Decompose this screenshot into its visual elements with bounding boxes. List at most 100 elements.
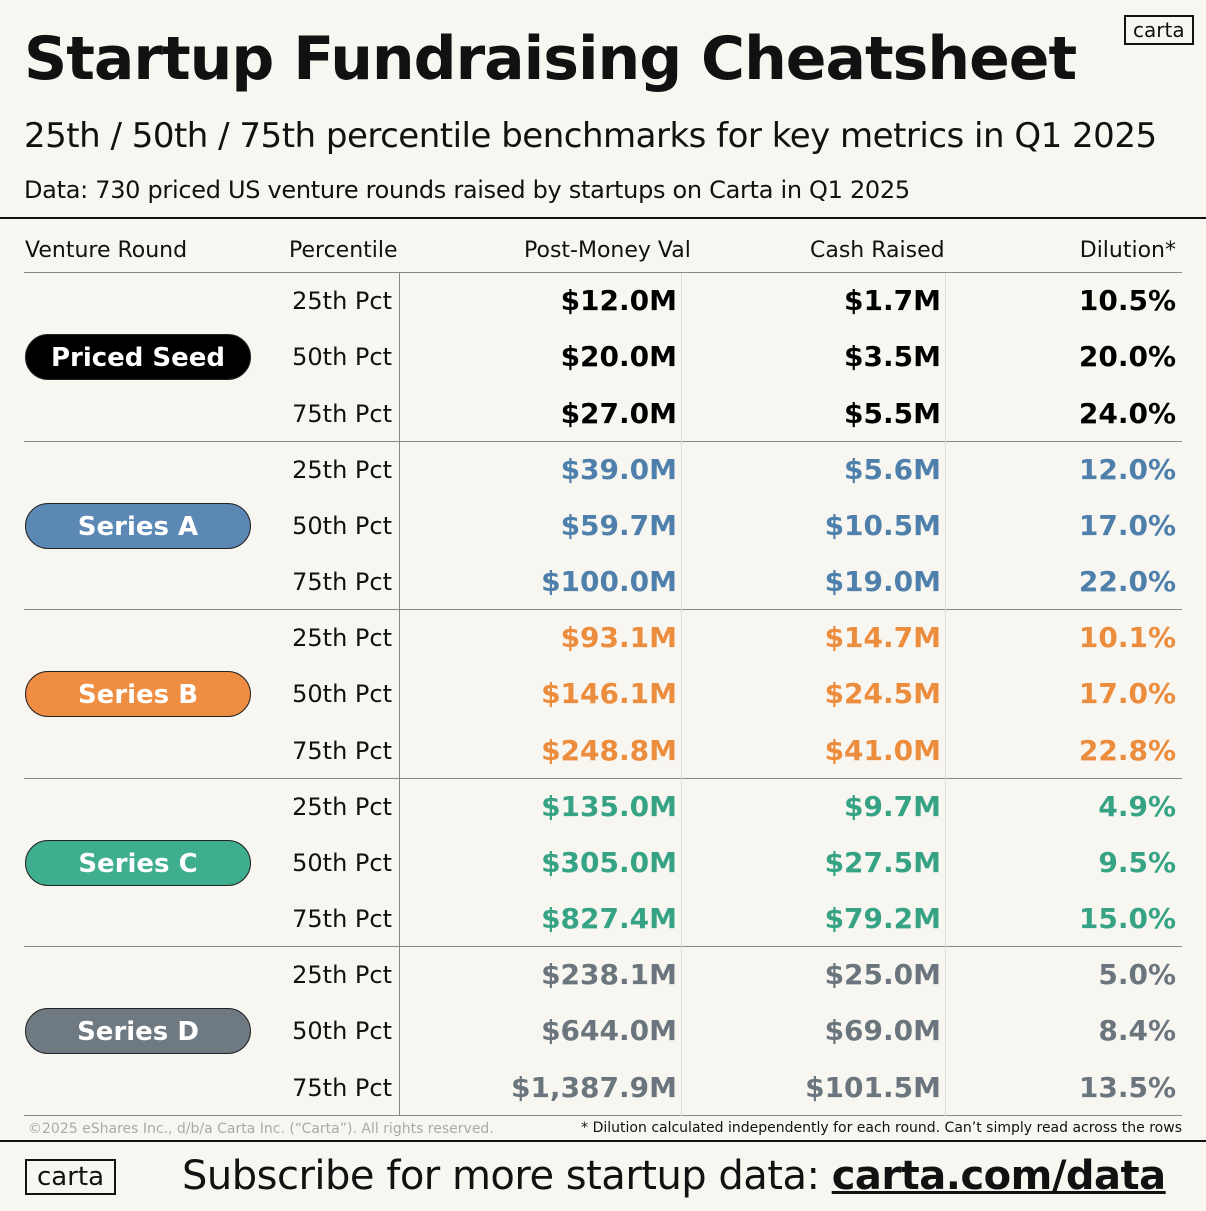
value: $69.0M [824, 1014, 941, 1048]
rule [24, 440, 1182, 442]
divider [399, 778, 400, 947]
column-header: Post-Money Val [524, 238, 691, 263]
value: 22.0% [1078, 565, 1176, 599]
value: 12.0% [1078, 452, 1176, 486]
copyright: ©2025 eShares Inc., d/b/a Carta Inc. (“C… [28, 1121, 494, 1137]
logo: carta [1124, 15, 1194, 45]
value: $644.0M [541, 1014, 677, 1048]
divider [945, 441, 946, 610]
round-pill: Series B [25, 671, 251, 718]
value: 17.0% [1078, 677, 1176, 711]
cta-text: Subscribe for more startup data: [182, 1153, 820, 1199]
value: 10.5% [1078, 284, 1176, 317]
value: $305.0M [541, 845, 677, 879]
value: 10.1% [1078, 621, 1176, 654]
percentile: 25th Pct [292, 961, 392, 989]
value: $5.5M [844, 396, 941, 430]
value: $248.8M [541, 733, 677, 767]
value: $1,387.9M [510, 1070, 677, 1104]
percentile: 75th Pct [292, 905, 392, 934]
value: $100.0M [541, 565, 677, 599]
divider [399, 441, 400, 610]
round-pill: Series A [25, 502, 251, 549]
round-pill: Series D [25, 1008, 251, 1055]
rule [24, 946, 1182, 947]
rule [24, 272, 1182, 273]
cta: Subscribe for more startup data: carta.c… [182, 1153, 1166, 1199]
rule [24, 777, 1182, 779]
value: $24.5M [824, 677, 941, 711]
rule [0, 217, 1206, 219]
percentile: 25th Pct [292, 792, 392, 821]
percentile: 75th Pct [292, 1073, 392, 1102]
divider [945, 273, 946, 442]
divider [399, 947, 400, 1116]
value: $20.0M [560, 340, 677, 374]
percentile: 25th Pct [292, 624, 392, 652]
percentile: 75th Pct [292, 736, 392, 765]
source: Data: 730 priced US venture rounds raise… [24, 176, 910, 204]
value: $9.7M [844, 789, 941, 823]
percentile: 50th Pct [292, 511, 392, 540]
divider [945, 778, 946, 947]
rule [24, 609, 1182, 610]
value: $27.0M [560, 396, 677, 430]
rule [0, 1140, 1206, 1142]
value: $827.4M [541, 902, 677, 936]
title: Startup Fundraising Cheatsheet [24, 24, 1077, 94]
value: $41.0M [824, 733, 941, 767]
column-header: Percentile [289, 238, 398, 263]
value: $12.0M [560, 284, 677, 317]
value: 5.0% [1098, 958, 1176, 991]
value: $27.5M [824, 845, 941, 879]
value: $1.7M [844, 284, 941, 317]
value: $238.1M [541, 958, 677, 991]
round-pill: Priced Seed [25, 334, 251, 381]
value: 8.4% [1098, 1014, 1176, 1048]
value: $5.6M [844, 452, 941, 486]
value: $19.0M [824, 565, 941, 599]
value: $3.5M [844, 340, 941, 374]
value: 15.0% [1078, 902, 1176, 936]
logo: carta [25, 1159, 117, 1195]
divider [399, 273, 400, 442]
value: $79.2M [824, 902, 941, 936]
divider [681, 778, 682, 947]
rule [24, 1114, 1182, 1116]
divider [945, 610, 946, 779]
value: 22.8% [1078, 733, 1176, 767]
percentile: 75th Pct [292, 568, 392, 597]
value: $25.0M [824, 958, 941, 991]
divider [945, 947, 946, 1116]
percentile: 25th Pct [292, 455, 392, 484]
percentile: 50th Pct [292, 1017, 392, 1046]
note: * Dilution calculated independently for … [581, 1120, 1182, 1136]
value: $59.7M [560, 508, 677, 542]
value: $93.1M [560, 621, 677, 654]
value: 9.5% [1098, 845, 1176, 879]
round-pill: Series C [25, 839, 251, 886]
value: $14.7M [824, 621, 941, 654]
divider [681, 273, 682, 442]
value: 4.9% [1098, 789, 1176, 823]
divider [681, 610, 682, 779]
value: $135.0M [541, 789, 677, 823]
column-header: Dilution* [1079, 238, 1176, 263]
value: 13.5% [1078, 1070, 1176, 1104]
value: $10.5M [824, 508, 941, 542]
divider [681, 441, 682, 610]
link[interactable]: carta.com/data [831, 1153, 1166, 1199]
divider [399, 610, 400, 779]
column-header: Cash Raised [810, 238, 945, 263]
value: 17.0% [1078, 508, 1176, 542]
percentile: 50th Pct [292, 848, 392, 877]
value: $101.5M [805, 1070, 941, 1104]
value: 20.0% [1078, 340, 1176, 374]
subtitle: 25th / 50th / 75th percentile benchmarks… [24, 116, 1157, 156]
column-header: Venture Round [25, 238, 188, 263]
divider [681, 947, 682, 1116]
percentile: 25th Pct [292, 287, 392, 315]
value: $146.1M [541, 677, 677, 711]
percentile: 50th Pct [292, 680, 392, 709]
